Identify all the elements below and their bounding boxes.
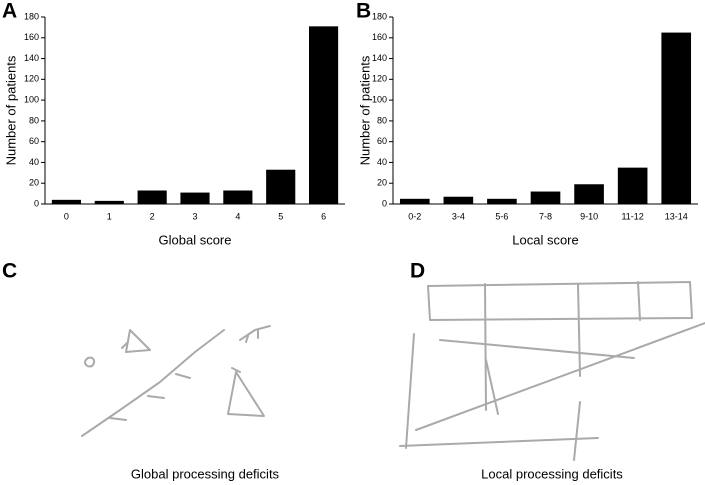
bar: [266, 169, 296, 204]
caption: Global processing deficits: [131, 466, 280, 481]
panel-label: A: [2, 0, 17, 23]
y-tick-label: 120: [24, 74, 39, 84]
x-tick-label: 1: [107, 211, 112, 221]
y-tick-label: 140: [372, 53, 387, 63]
x-tick-label: 5-6: [495, 211, 508, 221]
panel-label: D: [410, 260, 425, 283]
bar: [51, 199, 81, 204]
bar: [530, 191, 561, 204]
x-axis-label: Local score: [512, 232, 578, 247]
y-tick-label: 20: [377, 178, 387, 188]
x-tick-label: 6: [321, 211, 326, 221]
y-tick-label: 0: [34, 198, 39, 208]
x-tick-label: 11-12: [621, 211, 643, 221]
y-tick-label: 120: [372, 74, 387, 84]
y-tick-label: 80: [377, 115, 387, 125]
caption: Local processing deficits: [481, 466, 623, 481]
y-tick-label: 100: [24, 94, 39, 104]
x-tick-label: 4: [235, 211, 240, 221]
y-axis-label: Number of patients: [357, 55, 372, 165]
local-drawing: [399, 281, 705, 461]
bar: [309, 26, 339, 204]
bar: [487, 198, 517, 204]
x-tick-label: 9-10: [580, 211, 598, 221]
y-tick-label: 40: [377, 157, 387, 167]
y-tick-label: 140: [24, 53, 39, 63]
x-tick-label: 5: [278, 211, 283, 221]
y-tick-label: 40: [29, 157, 39, 167]
x-tick-label: 13-14: [665, 211, 688, 221]
x-tick-label: 0-2: [408, 211, 421, 221]
x-axis-label: Global score: [159, 232, 232, 247]
x-tick-label: 2: [150, 211, 155, 221]
y-axis-label: Number of patients: [3, 55, 18, 165]
global-drawing: [81, 325, 271, 437]
y-tick-label: 0: [382, 198, 387, 208]
panel-label: B: [356, 0, 371, 23]
bar: [94, 200, 124, 204]
panel-label: C: [2, 260, 17, 283]
bar: [399, 198, 430, 204]
bar: [180, 192, 210, 204]
y-tick-label: 160: [372, 32, 387, 42]
y-tick-label: 20: [29, 178, 39, 188]
bar: [661, 32, 692, 205]
x-tick-label: 0: [64, 211, 69, 221]
y-tick-label: 180: [24, 11, 39, 21]
bar: [617, 167, 648, 204]
y-tick-label: 80: [29, 115, 39, 125]
bar: [137, 190, 167, 204]
y-tick-label: 160: [24, 32, 39, 42]
y-tick-label: 60: [29, 136, 39, 146]
bar: [574, 184, 604, 204]
y-tick-label: 60: [377, 136, 387, 146]
y-tick-label: 100: [372, 94, 387, 104]
bar: [223, 190, 253, 204]
bar: [443, 196, 474, 204]
x-tick-label: 3-4: [452, 211, 465, 221]
x-tick-label: 3: [192, 211, 197, 221]
x-tick-label: 7-8: [539, 211, 552, 221]
y-tick-label: 180: [372, 11, 387, 21]
